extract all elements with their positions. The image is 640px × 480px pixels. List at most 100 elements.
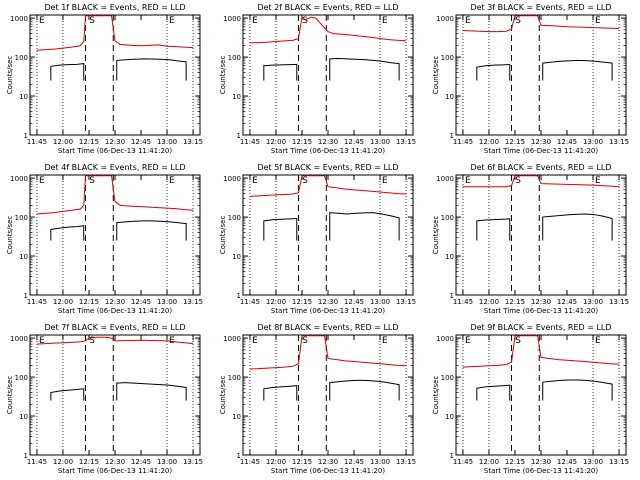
y-tick-label: 10 — [232, 413, 241, 421]
series-lld-line — [249, 175, 407, 197]
marker-letter: E — [465, 176, 471, 186]
x-tick-label: 13:15 — [183, 298, 203, 306]
series-events-line — [476, 384, 511, 401]
plot-frame — [242, 334, 414, 456]
x-axis-label: Start Time (06-Dec-13 11:41:20) — [58, 147, 172, 155]
x-tick-label: 12:15 — [505, 138, 525, 146]
y-axis-label: Counts/sec — [432, 56, 440, 95]
x-tick-label: 12:45 — [131, 298, 151, 306]
x-tick-label: 13:00 — [370, 298, 390, 306]
marker-letter: E — [595, 176, 601, 186]
chart-det-4: Det 4f BLACK = Events, RED = LLD 1 10 100 10… — [6, 163, 203, 315]
chart-det-2: Det 2f BLACK = Events, RED = LLD 1 10 100 10… — [219, 3, 416, 155]
plot-frame — [29, 174, 201, 296]
x-tick-label: 12:00 — [479, 458, 499, 466]
x-tick-label: 12:45 — [344, 458, 364, 466]
x-tick-label: 12:45 — [557, 458, 577, 466]
y-tick-label: 100 — [15, 214, 28, 222]
x-tick-label: 12:30 — [318, 298, 338, 306]
x-tick-label: 12:00 — [479, 138, 499, 146]
series-events-line — [542, 213, 613, 241]
y-tick-label: 10 — [19, 413, 28, 421]
x-tick-label: 12:00 — [479, 298, 499, 306]
y-tick-label: 1000 — [436, 15, 454, 23]
y-tick-label: 100 — [228, 54, 241, 62]
marker-letter: E — [252, 16, 258, 26]
y-tick-label: 1 — [24, 292, 28, 300]
series-events-line — [329, 212, 400, 241]
x-tick-label: 11:45 — [240, 298, 260, 306]
series-events-line — [263, 63, 298, 81]
x-tick-label: 12:45 — [557, 138, 577, 146]
x-axis-label: Start Time (06-Dec-13 11:41:20) — [271, 467, 385, 475]
series-events-line — [329, 57, 400, 81]
y-axis-label: Counts/sec — [219, 376, 227, 415]
chart-det-1: Det 1f BLACK = Events, RED = LLD 1 10 100 10… — [6, 3, 203, 155]
marker-letter: E — [252, 176, 258, 186]
x-tick-label: 12:00 — [53, 138, 73, 146]
series-lld-line — [36, 175, 194, 215]
series-events-line — [116, 220, 187, 241]
y-tick-label: 1000 — [436, 175, 454, 183]
y-tick-label: 1 — [450, 452, 454, 460]
y-tick-label: 1 — [450, 132, 454, 140]
chart-det-6: Det 6f BLACK = Events, RED = LLD 1 10 100 10… — [432, 163, 629, 315]
x-tick-label: 12:30 — [105, 458, 125, 466]
y-tick-label: 10 — [19, 253, 28, 261]
y-axis-label: Counts/sec — [432, 376, 440, 415]
x-tick-label: 13:15 — [609, 298, 629, 306]
x-tick-label: 12:30 — [318, 458, 338, 466]
chart-title: Det 4f BLACK = Events, RED = LLD — [44, 163, 185, 172]
plot-frame — [455, 174, 627, 296]
marker-letter: S — [302, 336, 308, 346]
marker-letter: E — [382, 336, 388, 346]
chart-title: Det 8f BLACK = Events, RED = LLD — [257, 323, 398, 332]
chart-det-5: Det 5f BLACK = Events, RED = LLD 1 10 100 10… — [219, 163, 416, 315]
plot-frame — [242, 14, 414, 136]
x-tick-label: 13:15 — [183, 138, 203, 146]
x-tick-label: 12:00 — [266, 138, 286, 146]
x-axis-label: Start Time (06-Dec-13 11:41:20) — [271, 307, 385, 315]
x-tick-label: 12:15 — [79, 298, 99, 306]
x-tick-label: 13:15 — [183, 458, 203, 466]
series-events-line — [50, 225, 85, 241]
x-tick-label: 12:00 — [266, 298, 286, 306]
x-axis-label: Start Time (06-Dec-13 11:41:20) — [58, 307, 172, 315]
marker-letter: S — [515, 16, 521, 26]
series-events-line — [50, 63, 85, 81]
chart-det-7: Det 7f BLACK = Events, RED = LLD 1 10 100 10… — [6, 323, 203, 475]
x-axis-label: Start Time (06-Dec-13 11:41:20) — [484, 147, 598, 155]
x-tick-label: 12:30 — [105, 138, 125, 146]
chart-title: Det 2f BLACK = Events, RED = LLD — [257, 3, 398, 12]
chart-det-3: Det 3f BLACK = Events, RED = LLD 1 10 100 10… — [432, 3, 629, 155]
x-tick-label: 12:15 — [79, 138, 99, 146]
x-tick-label: 12:45 — [344, 138, 364, 146]
series-lld-line — [462, 15, 620, 33]
plot-frame — [455, 334, 627, 456]
x-tick-label: 12:15 — [505, 298, 525, 306]
x-tick-label: 13:00 — [157, 138, 177, 146]
y-axis-label: Counts/sec — [219, 56, 227, 95]
series-events-line — [542, 379, 613, 401]
x-tick-label: 12:45 — [557, 298, 577, 306]
marker-letter: E — [382, 16, 388, 26]
x-tick-label: 12:45 — [131, 458, 151, 466]
y-tick-label: 100 — [228, 374, 241, 382]
x-tick-label: 12:30 — [531, 458, 551, 466]
y-tick-label: 1000 — [10, 175, 28, 183]
y-axis-label: Counts/sec — [6, 56, 14, 95]
y-tick-label: 1 — [237, 292, 241, 300]
x-tick-label: 13:00 — [157, 298, 177, 306]
x-tick-label: 11:45 — [240, 138, 260, 146]
x-tick-label: 13:15 — [396, 458, 416, 466]
x-tick-label: 12:15 — [292, 138, 312, 146]
x-tick-label: 11:45 — [453, 138, 473, 146]
plot-frame — [29, 334, 201, 456]
x-tick-label: 11:45 — [453, 458, 473, 466]
x-tick-label: 12:15 — [292, 298, 312, 306]
y-tick-label: 100 — [15, 54, 28, 62]
marker-letter: E — [39, 336, 45, 346]
x-tick-label: 12:45 — [344, 298, 364, 306]
chart-title: Det 7f BLACK = Events, RED = LLD — [44, 323, 185, 332]
marker-letter: E — [169, 176, 175, 186]
